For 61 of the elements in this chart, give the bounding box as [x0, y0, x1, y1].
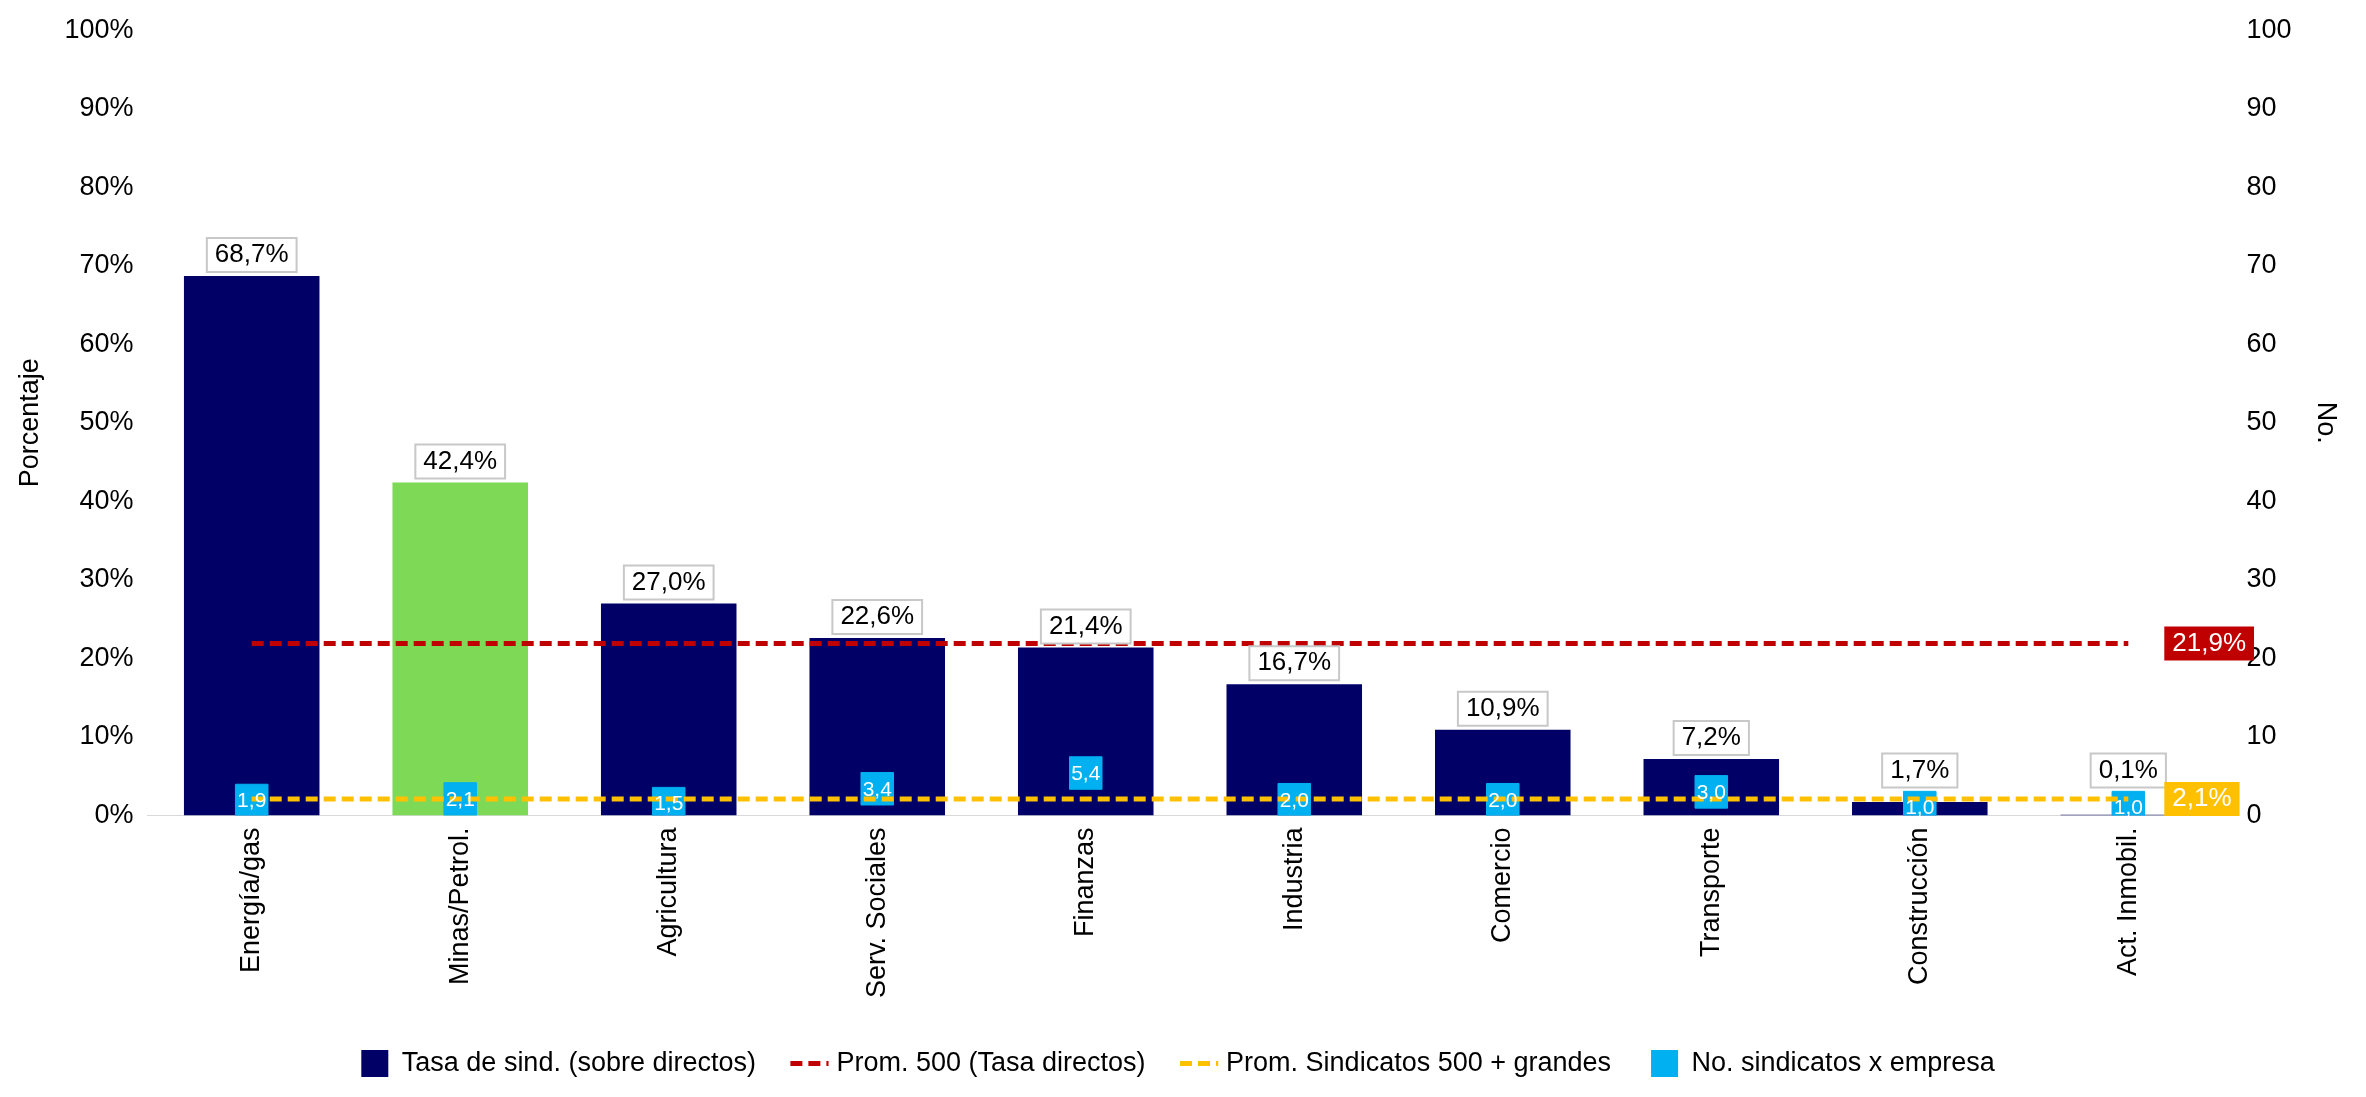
bar — [600, 603, 737, 816]
y2-tick-label: 10 — [2246, 720, 2277, 751]
bar — [809, 637, 946, 816]
data-label: 0,1% — [2098, 753, 2158, 784]
data-label: 42,4% — [423, 444, 498, 475]
data-label: 1,7% — [1890, 753, 1950, 784]
y-tick-label: 50% — [79, 406, 134, 437]
data-label: 21,4% — [1048, 609, 1123, 640]
x-tick-label: Construcción — [1903, 827, 1934, 986]
data-label: 1,0 — [2113, 795, 2143, 819]
legend-label: No. sindicatos x empresa — [1691, 1046, 1996, 1077]
y-tick-label: 30% — [79, 563, 134, 594]
data-label: 1,9 — [237, 788, 267, 812]
bar — [1226, 684, 1363, 816]
bar — [183, 275, 320, 816]
data-label: 7,2% — [1681, 721, 1741, 752]
y-tick-label: 40% — [79, 484, 134, 515]
y2-axis-title: No. — [2312, 401, 2343, 444]
y-tick-label: 60% — [79, 327, 134, 358]
y2-tick-label: 40 — [2246, 484, 2277, 515]
data-label: 21,9% — [2172, 626, 2247, 657]
data-label: 16,7% — [1257, 646, 1332, 677]
x-tick-label: Serv. Sociales — [860, 827, 891, 999]
y2-tick-label: 30 — [2246, 563, 2277, 594]
y2-tick-label: 100 — [2246, 13, 2292, 44]
x-tick-label: Agricultura — [652, 826, 683, 957]
y2-tick-label: 0 — [2246, 798, 2262, 829]
data-label: 10,9% — [1465, 692, 1540, 723]
data-label: 3,0 — [1696, 779, 1726, 803]
x-tick-label: Act. Inmobil. — [2111, 827, 2142, 976]
y-tick-label: 10% — [79, 720, 134, 751]
bar — [392, 482, 528, 816]
data-label: 22,6% — [840, 600, 915, 631]
y-tick-label: 80% — [79, 170, 134, 201]
x-tick-label: Transporte — [1694, 827, 1725, 957]
x-tick-label: Finanzas — [1069, 827, 1100, 937]
y-tick-label: 90% — [79, 92, 134, 123]
y2-tick-label: 80 — [2246, 170, 2277, 201]
y-tick-label: 70% — [79, 249, 134, 280]
y2-tick-label: 90 — [2246, 92, 2277, 123]
y-axis-title: Porcentaje — [13, 358, 44, 488]
x-tick-label: Minas/Petrol. — [443, 827, 474, 985]
data-label: 5,4 — [1071, 760, 1101, 784]
data-label: 3,4 — [862, 776, 893, 800]
x-tick-label: Energía/gas — [235, 827, 266, 974]
legend-label: Tasa de sind. (sobre directos) — [401, 1046, 756, 1077]
y2-tick-label: 50 — [2246, 406, 2277, 437]
data-label: 2,1% — [2172, 782, 2232, 813]
y-tick-label: 0% — [94, 798, 134, 829]
y-tick-label: 20% — [79, 641, 134, 672]
data-label: 27,0% — [631, 565, 706, 596]
legend-label: Prom. 500 (Tasa directos) — [836, 1046, 1146, 1077]
y-tick-label: 100% — [64, 13, 134, 44]
data-label: 1,0 — [1905, 795, 1935, 819]
x-tick-label: Industria — [1277, 826, 1308, 931]
y2-tick-label: 70 — [2246, 249, 2277, 280]
data-label: 68,7% — [214, 238, 289, 269]
legend-label: Prom. Sindicatos 500 + grandes — [1226, 1046, 1612, 1077]
bar — [1017, 647, 1154, 816]
x-tick-label: Comercio — [1486, 827, 1517, 943]
y2-tick-label: 60 — [2246, 327, 2277, 358]
